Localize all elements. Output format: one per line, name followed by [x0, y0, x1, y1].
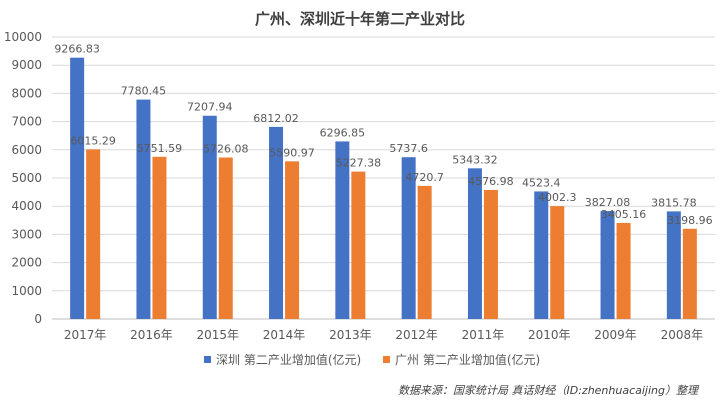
y-tick-label: 6000	[11, 143, 42, 157]
y-tick-label: 9000	[11, 58, 42, 72]
data-label: 6296.85	[320, 126, 366, 139]
data-label: 4720.7	[405, 171, 444, 184]
y-tick-label: 4000	[11, 199, 42, 213]
legend-swatch-guangzhou	[383, 356, 390, 363]
x-tick-label: 2011年	[462, 328, 505, 342]
legend-label: 广州 第二产业增加值(亿元)	[395, 352, 540, 367]
x-tick-label: 2008年	[661, 328, 704, 342]
bar-shenzhen	[70, 57, 85, 320]
bar-guangzhou	[417, 185, 432, 319]
x-tick-label: 2017年	[64, 328, 107, 342]
bar-shenzhen	[600, 211, 615, 319]
bar-shenzhen	[335, 141, 350, 319]
bar-shenzhen	[136, 99, 151, 319]
bar-guangzhou	[351, 171, 366, 319]
data-label: 7207.94	[187, 101, 233, 114]
data-label: 7780.45	[121, 85, 167, 98]
data-label: 4002.3	[538, 191, 577, 204]
y-tick-label: 2000	[11, 256, 42, 270]
data-label: 5751.59	[137, 142, 183, 155]
y-tick-label: 10000	[4, 30, 42, 44]
data-label: 5737.6	[389, 142, 428, 155]
bar-shenzhen	[467, 168, 482, 319]
bar-guangzhou	[86, 149, 101, 319]
bar-guangzhou	[682, 228, 697, 319]
data-label: 4523.4	[522, 176, 561, 189]
x-tick-label: 2013年	[329, 328, 372, 342]
legend-label: 深圳 第二产业增加值(亿元)	[216, 352, 361, 367]
data-label: 3827.08	[585, 196, 631, 209]
data-label: 6015.29	[70, 134, 116, 147]
data-label: 6812.02	[253, 112, 299, 125]
bar-guangzhou	[218, 157, 233, 319]
x-tick-label: 2014年	[263, 328, 306, 342]
data-label: 9266.83	[54, 43, 100, 56]
bar-guangzhou	[152, 156, 167, 319]
source-note: 数据来源：国家统计局 真话财经（ID:zhenhuacaijing）整理	[398, 384, 698, 397]
bar-guangzhou	[483, 189, 498, 319]
data-label: 5343.32	[452, 153, 498, 166]
bar-guangzhou	[550, 206, 565, 319]
data-label: 5227.38	[336, 157, 382, 170]
data-label: 3815.78	[651, 196, 697, 209]
data-label: 3405.16	[601, 208, 647, 221]
bar-shenzhen	[666, 211, 681, 319]
x-tick-label: 2015年	[196, 328, 239, 342]
y-tick-label: 7000	[11, 115, 42, 129]
chart-title: 广州、深圳近十年第二产业对比	[254, 10, 465, 28]
data-label: 3198.96	[667, 214, 713, 227]
legend-swatch-shenzhen	[204, 356, 211, 363]
bar-shenzhen	[401, 157, 416, 319]
y-tick-label: 5000	[11, 171, 42, 185]
y-tick-label: 8000	[11, 86, 42, 100]
x-tick-label: 2016年	[130, 328, 173, 342]
y-tick-label: 3000	[11, 227, 42, 241]
bar-shenzhen	[534, 191, 549, 319]
y-tick-label: 0	[34, 312, 42, 326]
bar-shenzhen	[269, 126, 284, 320]
x-tick-label: 2009年	[594, 328, 637, 342]
data-label: 5726.08	[203, 143, 249, 156]
x-tick-label: 2010年	[528, 328, 571, 342]
data-label: 4576.98	[468, 175, 514, 188]
bar-guangzhou	[285, 161, 300, 319]
y-tick-label: 1000	[11, 284, 42, 298]
x-tick-label: 2012年	[395, 328, 438, 342]
bar-shenzhen	[202, 115, 217, 320]
bar-guangzhou	[616, 222, 631, 319]
data-label: 5590.97	[269, 146, 315, 159]
